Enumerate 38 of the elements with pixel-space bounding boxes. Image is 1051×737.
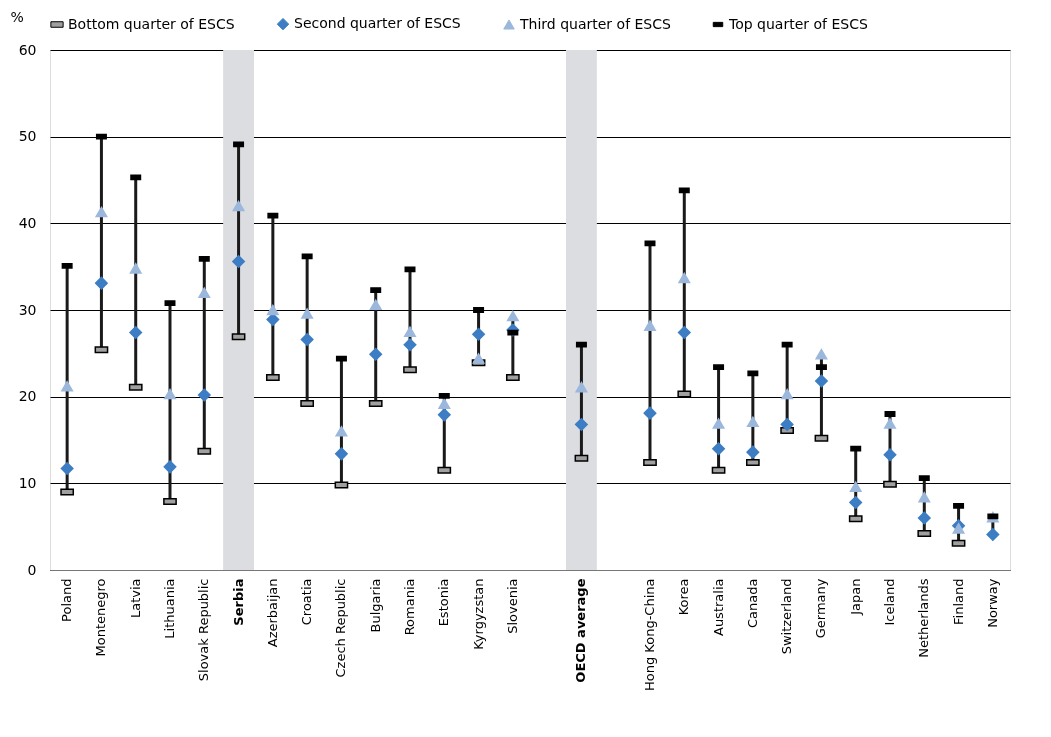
x-tick-label: Kyrgyzstan bbox=[470, 578, 486, 650]
y-tick-label: 60 bbox=[18, 41, 37, 58]
x-tick-label: Bulgaria bbox=[367, 578, 383, 633]
x-tick-label: Lithuania bbox=[162, 578, 177, 639]
x-tick-label: Japan bbox=[847, 578, 863, 616]
y-tick-label: 30 bbox=[18, 301, 37, 318]
y-tick-label: 50 bbox=[18, 128, 37, 145]
legend-label: Top quarter of ESCS bbox=[728, 15, 868, 32]
x-tick-label: Azerbaijan bbox=[264, 578, 280, 648]
y-tick-label: 20 bbox=[18, 388, 37, 405]
x-tick-label: OECD average bbox=[573, 578, 589, 683]
x-tick-label: Latvia bbox=[127, 578, 143, 619]
x-tick-label: Romania bbox=[402, 578, 417, 636]
y-axis-title: % bbox=[10, 8, 24, 25]
x-tick-label: Finland bbox=[950, 578, 966, 625]
x-tick-label: Serbia bbox=[230, 578, 246, 626]
legend-label: Bottom quarter of ESCS bbox=[68, 15, 235, 32]
y-tick-label: 10 bbox=[18, 474, 37, 491]
x-tick-label: Estonia bbox=[436, 578, 452, 627]
x-tick-label: Switzerland bbox=[779, 578, 795, 655]
x-tick-label: Slovenia bbox=[504, 578, 520, 634]
y-tick-label: 40 bbox=[18, 214, 37, 231]
legend-label: Third quarter of ESCS bbox=[519, 15, 672, 32]
x-tick-label: Montenegro bbox=[93, 578, 109, 657]
legend-label: Second quarter of ESCS bbox=[294, 15, 461, 32]
x-tick-label: Croatia bbox=[299, 578, 315, 626]
x-tick-label: Canada bbox=[744, 578, 760, 628]
x-tick-label: Germany bbox=[813, 578, 829, 639]
x-tick-label: Iceland bbox=[882, 578, 897, 626]
x-tick-label: Norway bbox=[984, 578, 1000, 628]
x-tick-label: Australia bbox=[710, 578, 726, 637]
y-tick-label: 0 bbox=[27, 561, 37, 578]
x-tick-label: Hong Kong-China bbox=[642, 578, 657, 691]
x-tick-label: Czech Republic bbox=[333, 578, 349, 678]
x-tick-label: Netherlands bbox=[916, 578, 932, 658]
x-tick-label: Poland bbox=[59, 578, 75, 622]
x-tick-label: Slovak Republic bbox=[196, 578, 212, 682]
x-tick-label: Korea bbox=[676, 578, 692, 616]
